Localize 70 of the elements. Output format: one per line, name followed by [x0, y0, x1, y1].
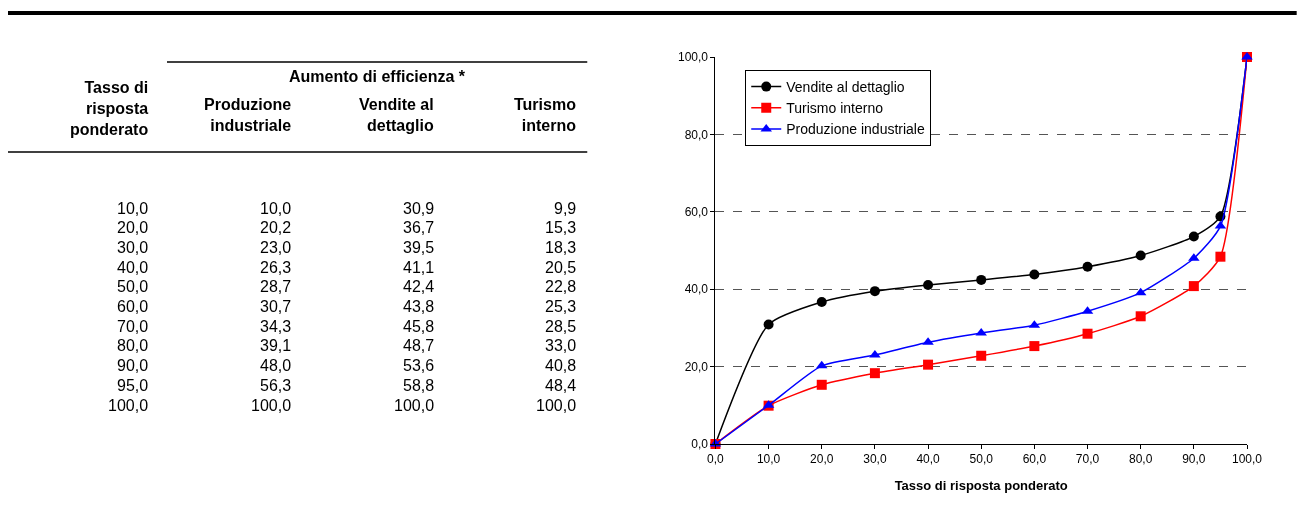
legend-label: Vendite al dettaglio	[786, 79, 905, 96]
x-tick-label: 50,0	[969, 452, 994, 467]
x-tick-label: 100,0	[1231, 452, 1263, 467]
text: 40,0	[117, 259, 149, 276]
text: Turismo interno	[514, 96, 577, 134]
x-tick-label: 60,0	[1022, 452, 1047, 467]
text: 20,2	[260, 219, 292, 236]
text: 42,4	[403, 278, 435, 295]
x-tick-label: 30,0	[863, 452, 887, 467]
x-axis-title: Tasso di risposta ponderato	[894, 478, 1068, 493]
y-tick-label: 20,0	[684, 359, 709, 374]
legend-label: Turismo interno	[786, 100, 884, 117]
text: 100,0	[394, 397, 435, 414]
text: 50,0	[117, 278, 149, 295]
text: 48,0	[260, 357, 292, 374]
text: 41,1	[403, 259, 435, 276]
text: 56,3	[260, 377, 292, 394]
text: 18,3	[545, 239, 577, 256]
y-tick-label: 80,0	[684, 127, 709, 142]
text: Tasso di risposta ponderato	[70, 79, 149, 138]
text: 39,1	[260, 337, 292, 354]
text: 95,0	[117, 377, 149, 394]
text: 23,0	[260, 239, 292, 256]
text: 100,0	[251, 397, 292, 414]
text: Produzione industriale	[204, 96, 292, 134]
y-tick-label: 0,0	[691, 437, 709, 452]
x-tick-label: 70,0	[1075, 452, 1100, 467]
text: Vendite al dettaglio	[359, 96, 434, 134]
text: 28,7	[260, 278, 292, 295]
legend-label: Produzione industriale	[786, 121, 925, 138]
text: 22,8	[545, 278, 577, 295]
text: 10,0	[117, 200, 149, 217]
text: 33,0	[545, 337, 577, 354]
text: 80,0	[117, 337, 149, 354]
text: 48,7	[403, 337, 435, 354]
text: 60,0	[117, 298, 149, 315]
text: 10,0	[260, 200, 292, 217]
text: 100,0	[108, 397, 149, 414]
x-tick-label: 80,0	[1129, 452, 1153, 467]
text: Aumento di efficienza *	[289, 68, 466, 85]
text: 100,0	[536, 397, 577, 414]
text: 28,5	[545, 318, 577, 335]
text: 30,9	[403, 200, 435, 217]
text: 36,7	[403, 219, 435, 236]
text: 30,0	[117, 239, 149, 256]
text: 39,5	[403, 239, 435, 256]
y-tick-label: 60,0	[684, 205, 709, 219]
text: 40,8	[545, 357, 577, 374]
text: 90,0	[117, 357, 149, 374]
text: 48,4	[545, 377, 577, 394]
text: 70,0	[117, 318, 149, 335]
text: 58,8	[403, 377, 435, 394]
text: 20,0	[117, 219, 149, 236]
text: 25,3	[545, 298, 577, 315]
text: 26,3	[260, 259, 292, 276]
y-tick-label: 40,0	[684, 282, 709, 297]
text: 15,3	[545, 219, 577, 236]
text: 30,7	[260, 298, 292, 315]
x-tick-label: 90,0	[1182, 452, 1206, 467]
x-tick-label: 20,0	[810, 452, 834, 467]
text: 20,5	[545, 259, 577, 276]
x-tick-label: 0,0	[707, 452, 725, 467]
text: 43,8	[403, 298, 435, 315]
text: 9,9	[554, 200, 577, 217]
text: 34,3	[260, 318, 292, 335]
text: 45,8	[403, 318, 435, 335]
x-tick-label: 10,0	[756, 452, 781, 467]
text: 53,6	[403, 357, 435, 374]
x-tick-label: 40,0	[916, 452, 941, 467]
y-tick-label: 100,0	[678, 50, 709, 65]
